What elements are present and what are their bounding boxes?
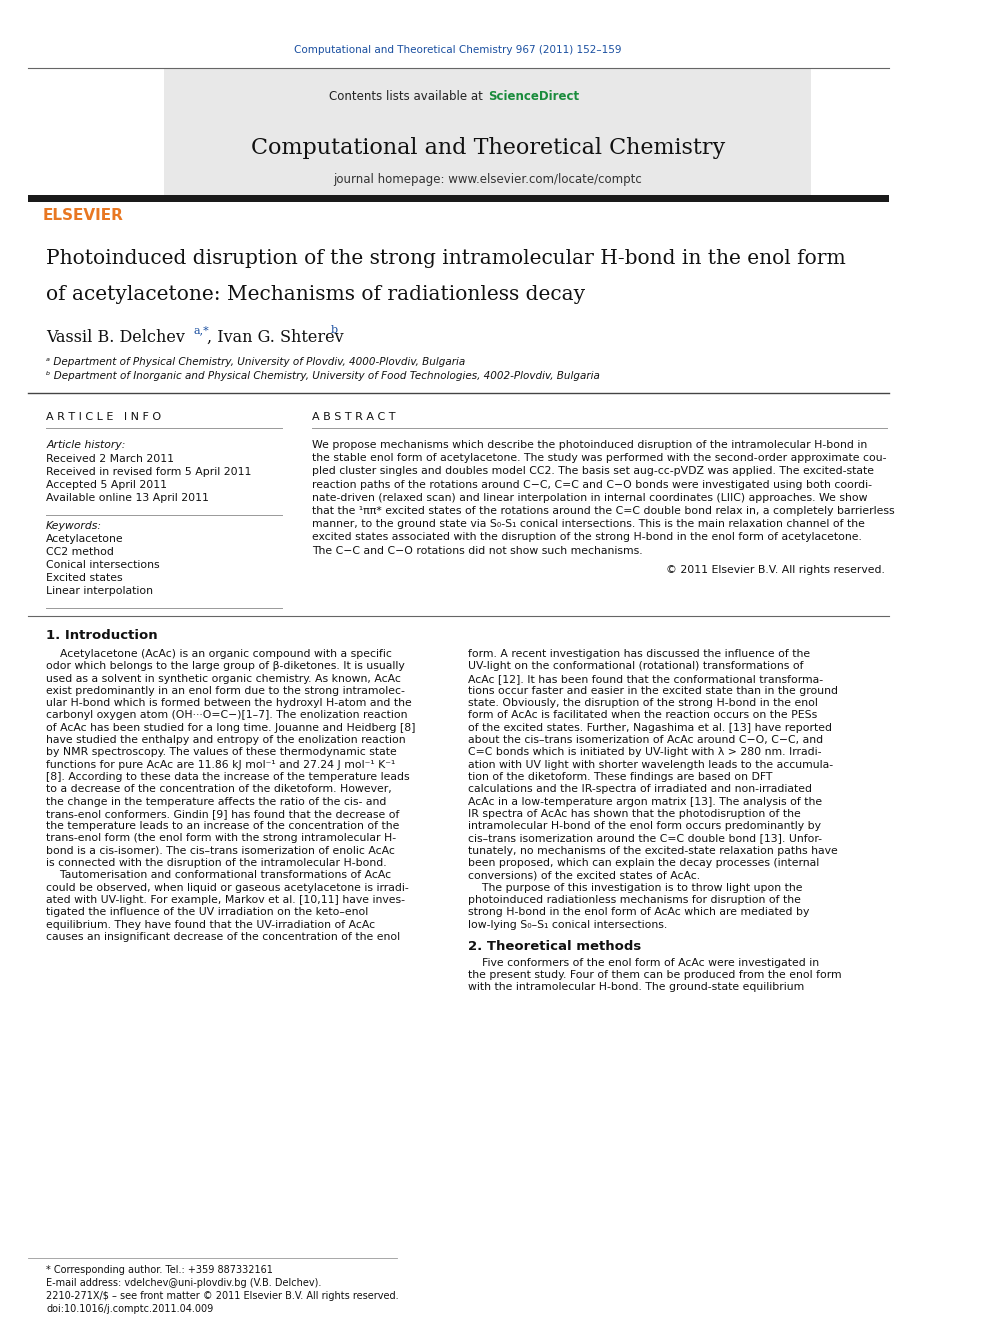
Text: the present study. Four of them can be produced from the enol form: the present study. Four of them can be p… — [468, 970, 842, 980]
Text: 1. Introduction: 1. Introduction — [47, 630, 158, 643]
Text: photoinduced radiationless mechanisms for disruption of the: photoinduced radiationless mechanisms fo… — [468, 894, 802, 905]
Text: b: b — [330, 325, 338, 335]
Text: tion of the diketoform. These findings are based on DFT: tion of the diketoform. These findings a… — [468, 773, 773, 782]
Text: ation with UV light with shorter wavelength leads to the accumula-: ation with UV light with shorter wavelen… — [468, 759, 833, 770]
Text: low-lying S₀–S₁ conical intersections.: low-lying S₀–S₁ conical intersections. — [468, 919, 668, 930]
Text: Excited states: Excited states — [47, 573, 123, 583]
Text: Received 2 March 2011: Received 2 March 2011 — [47, 454, 175, 464]
Text: C=C bonds which is initiated by UV-light with λ > 280 nm. Irradi-: C=C bonds which is initiated by UV-light… — [468, 747, 821, 757]
Text: Linear interpolation: Linear interpolation — [47, 586, 153, 595]
Text: form of AcAc is facilitated when the reaction occurs on the PESs: form of AcAc is facilitated when the rea… — [468, 710, 817, 721]
Text: Tautomerisation and conformational transformations of AcAc: Tautomerisation and conformational trans… — [47, 871, 391, 880]
Text: tunately, no mechanisms of the excited-state relaxation paths have: tunately, no mechanisms of the excited-s… — [468, 845, 838, 856]
Bar — [28, 194, 889, 202]
Text: Five conformers of the enol form of AcAc were investigated in: Five conformers of the enol form of AcAc… — [468, 958, 819, 968]
Text: IR spectra of AcAc has shown that the photodisruption of the: IR spectra of AcAc has shown that the ph… — [468, 808, 801, 819]
Text: ScienceDirect: ScienceDirect — [489, 90, 579, 103]
Text: Received in revised form 5 April 2011: Received in revised form 5 April 2011 — [47, 467, 252, 478]
Text: Available online 13 April 2011: Available online 13 April 2011 — [47, 493, 209, 503]
Text: manner, to the ground state via S₀-S₁ conical intersections. This is the main re: manner, to the ground state via S₀-S₁ co… — [312, 519, 865, 529]
Text: Keywords:: Keywords: — [47, 521, 102, 531]
Text: Contents lists available at: Contents lists available at — [329, 90, 487, 103]
Text: We propose mechanisms which describe the photoinduced disruption of the intramol: We propose mechanisms which describe the… — [312, 441, 867, 450]
Text: cis–trans isomerization around the C=C double bond [13]. Unfor-: cis–trans isomerization around the C=C d… — [468, 833, 822, 844]
Text: nate-driven (relaxed scan) and linear interpolation in internal coordinates (LII: nate-driven (relaxed scan) and linear in… — [312, 492, 868, 503]
Text: Article history:: Article history: — [47, 441, 126, 450]
Text: of acetylacetone: Mechanisms of radiationless decay: of acetylacetone: Mechanisms of radiatio… — [47, 284, 585, 303]
Text: Computational and Theoretical Chemistry 967 (2011) 152–159: Computational and Theoretical Chemistry … — [295, 45, 622, 56]
Text: ᵇ Department of Inorganic and Physical Chemistry, University of Food Technologie: ᵇ Department of Inorganic and Physical C… — [47, 370, 600, 381]
Text: equilibrium. They have found that the UV-irradiation of AcAc: equilibrium. They have found that the UV… — [47, 919, 375, 930]
Text: E-mail address: vdelchev@uni-plovdiv.bg (V.B. Delchev).: E-mail address: vdelchev@uni-plovdiv.bg … — [47, 1278, 321, 1289]
Text: UV-light on the conformational (rotational) transformations of: UV-light on the conformational (rotation… — [468, 662, 804, 671]
Text: intramolecular H-bond of the enol form occurs predominantly by: intramolecular H-bond of the enol form o… — [468, 822, 821, 831]
Text: excited states associated with the disruption of the strong H-bond in the enol f: excited states associated with the disru… — [312, 532, 862, 542]
Text: a,*: a,* — [194, 325, 209, 335]
Text: the stable enol form of acetylacetone. The study was performed with the second-o: the stable enol form of acetylacetone. T… — [312, 454, 887, 463]
Text: could be observed, when liquid or gaseous acetylacetone is irradi-: could be observed, when liquid or gaseou… — [47, 882, 409, 893]
Text: Acetylacetone (AcAc) is an organic compound with a specific: Acetylacetone (AcAc) is an organic compo… — [47, 650, 392, 659]
Bar — [165, 67, 810, 194]
Text: ELSEVIER: ELSEVIER — [43, 208, 124, 222]
Text: odor which belongs to the large group of β-diketones. It is usually: odor which belongs to the large group of… — [47, 662, 405, 671]
Text: Computational and Theoretical Chemistry: Computational and Theoretical Chemistry — [251, 138, 725, 159]
Text: have studied the enthalpy and entropy of the enolization reaction: have studied the enthalpy and entropy of… — [47, 736, 406, 745]
Text: exist predominantly in an enol form due to the strong intramolec-: exist predominantly in an enol form due … — [47, 685, 405, 696]
Text: causes an insignificant decrease of the concentration of the enol: causes an insignificant decrease of the … — [47, 931, 401, 942]
Text: Vassil B. Delchev: Vassil B. Delchev — [47, 328, 186, 345]
Text: , Ivan G. Shterev: , Ivan G. Shterev — [207, 328, 343, 345]
Text: form. A recent investigation has discussed the influence of the: form. A recent investigation has discuss… — [468, 650, 810, 659]
Text: tions occur faster and easier in the excited state than in the ground: tions occur faster and easier in the exc… — [468, 685, 838, 696]
Text: ular H-bond which is formed between the hydroxyl H-atom and the: ular H-bond which is formed between the … — [47, 699, 412, 708]
Text: Photoinduced disruption of the strong intramolecular H-bond in the enol form: Photoinduced disruption of the strong in… — [47, 249, 846, 267]
Text: [8]. According to these data the increase of the temperature leads: [8]. According to these data the increas… — [47, 773, 410, 782]
Text: CC2 method: CC2 method — [47, 546, 114, 557]
Text: The purpose of this investigation is to throw light upon the: The purpose of this investigation is to … — [468, 882, 803, 893]
Text: carbonyl oxygen atom (OH···O=C−)[1–7]. The enolization reaction: carbonyl oxygen atom (OH···O=C−)[1–7]. T… — [47, 710, 408, 721]
Text: that the ¹ππ* excited states of the rotations around the C=C double bond relax i: that the ¹ππ* excited states of the rota… — [312, 505, 895, 516]
Text: * Corresponding author. Tel.: +359 887332161: * Corresponding author. Tel.: +359 88733… — [47, 1265, 273, 1275]
Text: trans-enol conformers. Gindin [9] has found that the decrease of: trans-enol conformers. Gindin [9] has fo… — [47, 808, 400, 819]
Text: doi:10.1016/j.comptc.2011.04.009: doi:10.1016/j.comptc.2011.04.009 — [47, 1304, 213, 1314]
Text: Accepted 5 April 2011: Accepted 5 April 2011 — [47, 480, 168, 490]
Text: journal homepage: www.elsevier.com/locate/comptc: journal homepage: www.elsevier.com/locat… — [333, 173, 642, 187]
Text: A R T I C L E   I N F O: A R T I C L E I N F O — [47, 411, 162, 422]
Text: functions for pure AcAc are 11.86 kJ mol⁻¹ and 27.24 J mol⁻¹ K⁻¹: functions for pure AcAc are 11.86 kJ mol… — [47, 759, 396, 770]
Text: is connected with the disruption of the intramolecular H-bond.: is connected with the disruption of the … — [47, 859, 387, 868]
Text: the change in the temperature affects the ratio of the cis- and: the change in the temperature affects th… — [47, 796, 387, 807]
Text: ated with UV-light. For example, Markov et al. [10,11] have inves-: ated with UV-light. For example, Markov … — [47, 894, 405, 905]
Text: the temperature leads to an increase of the concentration of the: the temperature leads to an increase of … — [47, 822, 400, 831]
Text: © 2011 Elsevier B.V. All rights reserved.: © 2011 Elsevier B.V. All rights reserved… — [666, 565, 885, 574]
Text: reaction paths of the rotations around C−C, C=C and C−O bonds were investigated : reaction paths of the rotations around C… — [312, 480, 872, 490]
Text: to a decrease of the concentration of the diketoform. However,: to a decrease of the concentration of th… — [47, 785, 392, 794]
Text: A B S T R A C T: A B S T R A C T — [312, 411, 396, 422]
Text: AcAc in a low-temperature argon matrix [13]. The analysis of the: AcAc in a low-temperature argon matrix [… — [468, 796, 822, 807]
Text: strong H-bond in the enol form of AcAc which are mediated by: strong H-bond in the enol form of AcAc w… — [468, 908, 809, 917]
Text: The C−C and C−O rotations did not show such mechanisms.: The C−C and C−O rotations did not show s… — [312, 545, 643, 556]
Text: by NMR spectroscopy. The values of these thermodynamic state: by NMR spectroscopy. The values of these… — [47, 747, 397, 757]
Text: bond is a cis-isomer). The cis–trans isomerization of enolic AcAc: bond is a cis-isomer). The cis–trans iso… — [47, 845, 395, 856]
Text: calculations and the IR-spectra of irradiated and non-irradiated: calculations and the IR-spectra of irrad… — [468, 785, 812, 794]
Text: tigated the influence of the UV irradiation on the keto–enol: tigated the influence of the UV irradiat… — [47, 908, 368, 917]
Text: state. Obviously, the disruption of the strong H-bond in the enol: state. Obviously, the disruption of the … — [468, 699, 818, 708]
Text: been proposed, which can explain the decay processes (internal: been proposed, which can explain the dec… — [468, 859, 819, 868]
Text: used as a solvent in synthetic organic chemistry. As known, AcAc: used as a solvent in synthetic organic c… — [47, 673, 401, 684]
Text: of AcAc has been studied for a long time. Jouanne and Heidberg [8]: of AcAc has been studied for a long time… — [47, 722, 416, 733]
Text: 2210-271X/$ – see front matter © 2011 Elsevier B.V. All rights reserved.: 2210-271X/$ – see front matter © 2011 El… — [47, 1291, 399, 1301]
Text: conversions) of the excited states of AcAc.: conversions) of the excited states of Ac… — [468, 871, 700, 880]
Text: pled cluster singles and doubles model CC2. The basis set aug-cc-pVDZ was applie: pled cluster singles and doubles model C… — [312, 467, 874, 476]
Text: of the excited states. Further, Nagashima et al. [13] have reported: of the excited states. Further, Nagashim… — [468, 722, 832, 733]
Text: with the intramolecular H-bond. The ground-state equilibrium: with the intramolecular H-bond. The grou… — [468, 983, 805, 992]
Text: trans-enol form (the enol form with the strong intramolecular H-: trans-enol form (the enol form with the … — [47, 833, 397, 844]
Text: ᵃ Department of Physical Chemistry, University of Plovdiv, 4000-Plovdiv, Bulgari: ᵃ Department of Physical Chemistry, Univ… — [47, 357, 465, 366]
Text: AcAc [12]. It has been found that the conformational transforma-: AcAc [12]. It has been found that the co… — [468, 673, 823, 684]
Text: 2. Theoretical methods: 2. Theoretical methods — [468, 941, 642, 954]
Text: Acetylacetone: Acetylacetone — [47, 534, 124, 544]
Text: about the cis–trans isomerization of AcAc around C−O, C−C, and: about the cis–trans isomerization of AcA… — [468, 736, 823, 745]
Text: Conical intersections: Conical intersections — [47, 560, 160, 570]
